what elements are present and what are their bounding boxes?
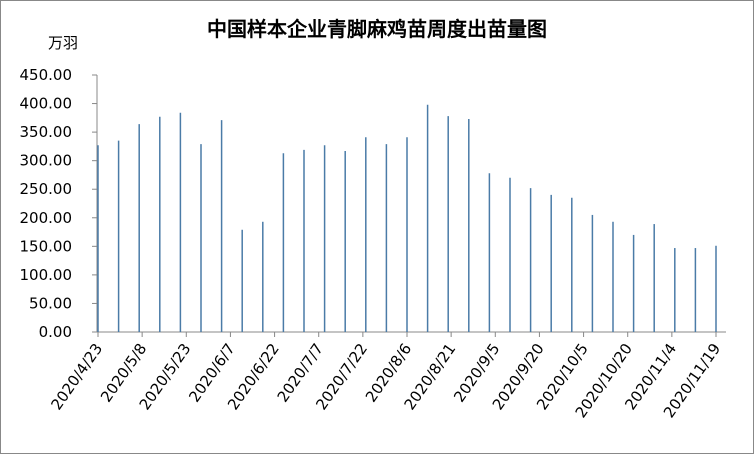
chart-title: 中国样本企业青脚麻鸡苗周度出苗量图 [207,17,547,41]
y-axis-label: 万羽 [48,34,78,52]
y-tick-label: 200.00 [20,209,73,227]
y-tick-label: 450.00 [20,66,73,84]
y-tick-label: 50.00 [29,294,72,312]
y-tick-label: 100.00 [20,266,73,284]
y-tick-label: 350.00 [20,123,73,141]
y-tick-label: 300.00 [20,152,73,170]
y-tick-label: 150.00 [20,237,73,255]
y-tick-label: 250.00 [20,180,73,198]
y-tick-label: 400.00 [20,95,73,113]
y-tick-label: 0.00 [39,323,72,341]
